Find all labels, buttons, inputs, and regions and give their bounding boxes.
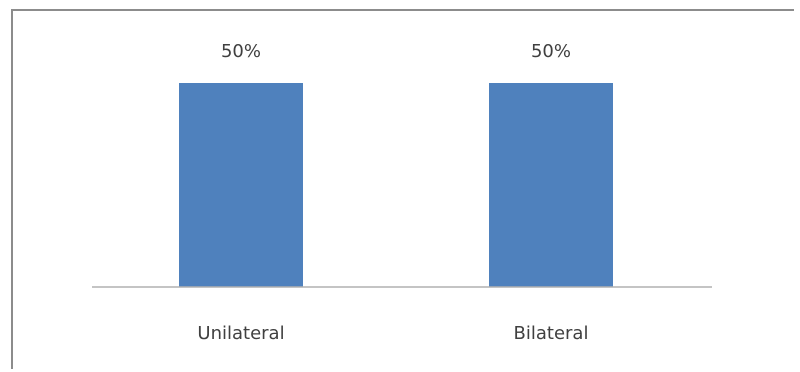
bars-group [179,83,613,287]
category-label-unilateral: Unilateral [197,323,284,344]
bar-bilateral [489,83,613,287]
labels-group: 50% Unilateral 50% Bilateral [197,41,588,344]
data-label-bilateral: 50% [531,41,571,62]
bar-unilateral [179,83,303,287]
chart-frame [11,9,794,369]
category-label-bilateral: Bilateral [514,323,589,344]
data-label-unilateral: 50% [221,41,261,62]
